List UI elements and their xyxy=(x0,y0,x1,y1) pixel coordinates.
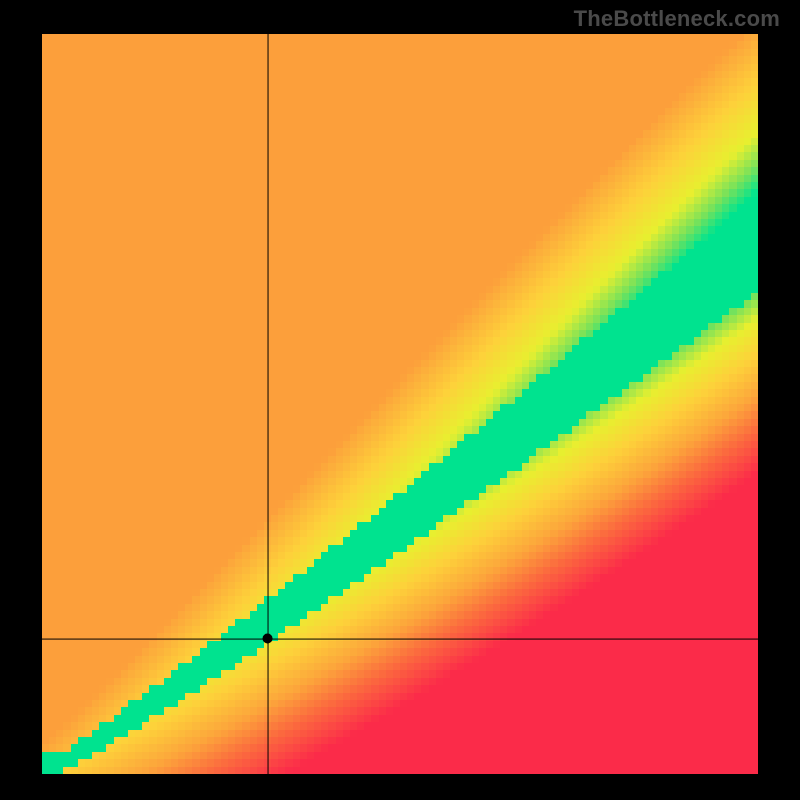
heatmap-plot xyxy=(42,34,758,774)
attribution-label: TheBottleneck.com xyxy=(574,6,780,32)
